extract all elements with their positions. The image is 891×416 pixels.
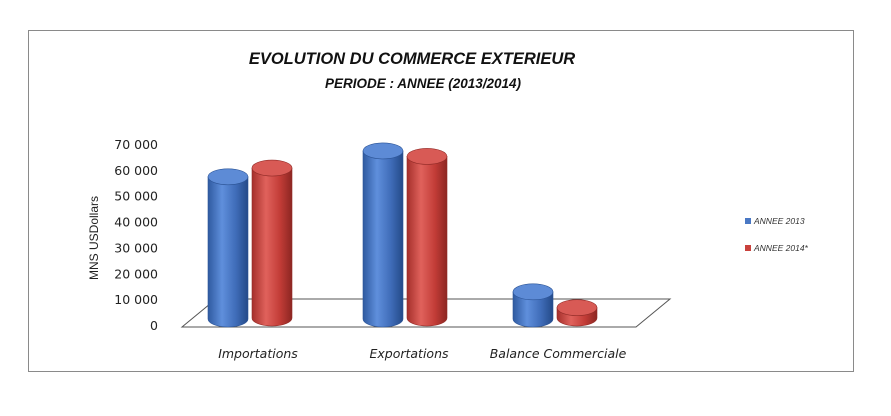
bar <box>512 283 554 328</box>
category-label: Importations <box>218 346 298 361</box>
bar-body <box>406 156 448 327</box>
bar-top <box>512 283 554 301</box>
y-tick-label: 30 000 <box>114 240 158 255</box>
chart-subtitle: PERIODE : ANNEE (2013/2014) <box>325 76 522 91</box>
legend-swatch-2014 <box>745 245 751 251</box>
legend-label-2014: ANNEE 2014* <box>753 243 809 253</box>
y-tick-label: 70 000 <box>114 137 158 152</box>
y-tick-label: 40 000 <box>114 215 158 230</box>
y-tick-label: 60 000 <box>114 163 158 178</box>
y-tick-label: 10 000 <box>114 292 158 307</box>
category-label: Balance Commerciale <box>490 346 627 361</box>
y-tick-label: 50 000 <box>114 189 158 204</box>
bar-body <box>207 176 249 328</box>
bar <box>362 142 404 328</box>
legend-swatch-2013 <box>745 218 751 224</box>
y-tick-label: 20 000 <box>114 266 158 281</box>
bar-top <box>406 148 448 165</box>
bar-top <box>556 299 598 316</box>
bar <box>556 299 598 327</box>
bar-top <box>207 168 249 186</box>
bar <box>406 148 448 327</box>
bar-body <box>362 150 404 328</box>
bar-top <box>362 142 404 160</box>
bar-top <box>251 159 293 177</box>
legend-label-2013: ANNEE 2013 <box>753 216 805 226</box>
chart-title: EVOLUTION DU COMMERCE EXTERIEUR <box>249 50 575 68</box>
category-label: Exportations <box>369 346 449 361</box>
bar-body <box>251 167 293 327</box>
y-tick-label: 0 <box>150 318 158 333</box>
bar <box>207 168 249 328</box>
y-axis-label: MNS USDollars <box>87 196 101 280</box>
bar-body <box>512 291 554 328</box>
bar <box>251 159 293 327</box>
